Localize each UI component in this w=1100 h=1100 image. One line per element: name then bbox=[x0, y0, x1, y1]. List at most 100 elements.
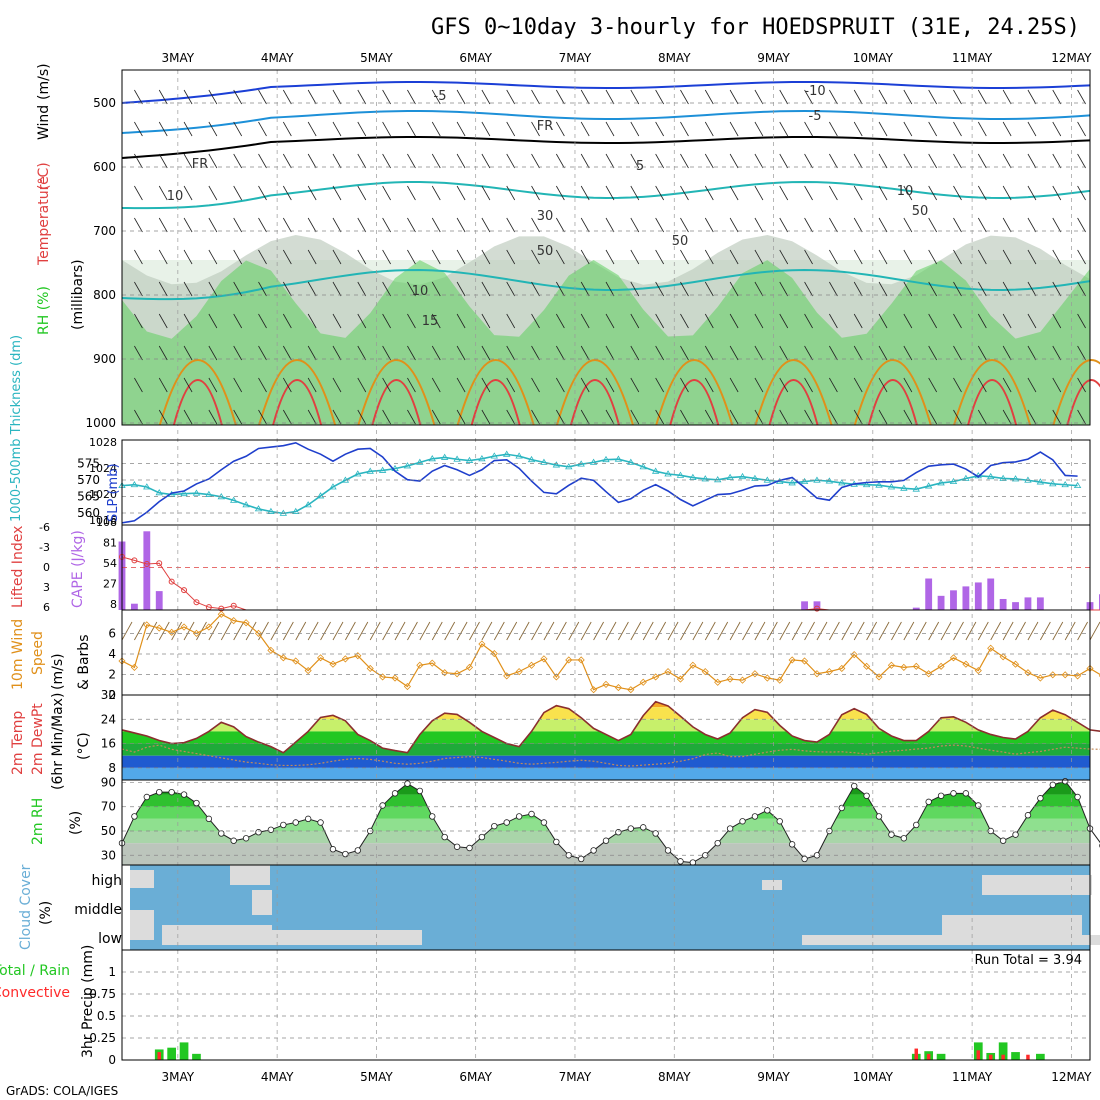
rh-point bbox=[577, 855, 585, 863]
li-ytick: -6 bbox=[39, 521, 50, 534]
temp-contour-15 bbox=[953, 359, 1032, 426]
wind-barb-10m bbox=[593, 621, 604, 641]
lifted-index-point bbox=[156, 560, 163, 567]
wind-barb-10m bbox=[134, 621, 145, 641]
wind-barb bbox=[729, 345, 739, 361]
thickness-point bbox=[602, 455, 610, 463]
wind-barb bbox=[1077, 345, 1086, 361]
wind-barb-10m bbox=[444, 621, 456, 641]
wind-barb bbox=[853, 377, 863, 393]
wind-speed-point bbox=[192, 629, 201, 637]
cape-bar bbox=[999, 598, 1007, 610]
wind-ylabel-2: Speed bbox=[30, 631, 46, 675]
wind-barb-10m bbox=[1052, 621, 1064, 641]
wind-barb bbox=[531, 185, 540, 201]
wind-barb bbox=[829, 217, 838, 233]
date-label-top: 11MAY bbox=[952, 51, 993, 65]
wind-barb-10m bbox=[977, 621, 989, 641]
lifted-index-point bbox=[181, 587, 188, 594]
rh-point bbox=[962, 790, 970, 797]
wind-barb bbox=[357, 281, 367, 297]
wind-barb bbox=[680, 249, 689, 265]
wind-barb-10m bbox=[183, 621, 195, 641]
cape-bar bbox=[1012, 602, 1019, 610]
contour-label: FR bbox=[537, 119, 554, 134]
wind-barb bbox=[1052, 345, 1062, 361]
rh-point bbox=[627, 825, 635, 832]
wind-barb bbox=[829, 185, 838, 201]
rh-point bbox=[937, 792, 945, 799]
wind-barb bbox=[134, 153, 143, 169]
rh-point bbox=[1024, 812, 1032, 819]
temp-band bbox=[122, 767, 1090, 780]
wind-speed-point bbox=[726, 675, 734, 683]
wind-barb bbox=[282, 377, 292, 393]
wind-speed-point bbox=[465, 663, 474, 671]
rh-point bbox=[726, 825, 734, 832]
wind-speed-point bbox=[949, 654, 958, 662]
wind-barb bbox=[134, 377, 143, 393]
cape-bar bbox=[950, 590, 957, 610]
wind-barb bbox=[183, 217, 193, 233]
wind-barb bbox=[506, 313, 516, 329]
rh-point bbox=[466, 844, 473, 852]
wind-barb bbox=[1052, 217, 1062, 233]
temp-band bbox=[122, 719, 1090, 732]
wind-barb bbox=[431, 377, 441, 393]
upper-ylabel-unit: (millibars) bbox=[70, 259, 86, 330]
lifted-index-point bbox=[230, 602, 237, 609]
grid-lines bbox=[122, 70, 1090, 1061]
wind-barb bbox=[804, 153, 813, 169]
wind-barb bbox=[754, 185, 764, 201]
wind-barb bbox=[456, 409, 466, 425]
wind-barb bbox=[481, 377, 491, 393]
wind-barb bbox=[158, 345, 168, 361]
slp-line bbox=[121, 441, 1078, 524]
wind-barb bbox=[928, 281, 938, 297]
wind-barb bbox=[804, 377, 813, 393]
thickness-point bbox=[639, 463, 647, 470]
wind-barb bbox=[804, 313, 813, 329]
wind-barb bbox=[804, 249, 813, 265]
wind-barb bbox=[829, 89, 838, 105]
rh-point bbox=[329, 846, 337, 853]
wind-barb bbox=[332, 217, 342, 233]
wind-speed-point bbox=[701, 668, 709, 676]
temp-contour-minus10 bbox=[121, 81, 1091, 104]
wind-barb bbox=[481, 345, 491, 361]
wind-ylabel-3: (m/s) bbox=[50, 653, 66, 690]
cloud-patch bbox=[230, 865, 270, 885]
wind-barb bbox=[729, 281, 739, 297]
wind-ylabel-1: 10m Wind bbox=[10, 619, 26, 690]
wind-barb bbox=[1077, 313, 1086, 329]
wind-speed-point bbox=[887, 661, 896, 669]
wind-barb-10m bbox=[208, 621, 220, 641]
wind-barb bbox=[977, 409, 987, 425]
wind-barb bbox=[233, 409, 243, 425]
wind-barb bbox=[928, 409, 938, 425]
wind-speed-point bbox=[292, 657, 300, 665]
wind-speed-point bbox=[1049, 671, 1057, 679]
cape-ytick: 108 bbox=[96, 516, 117, 529]
wind-barb bbox=[953, 377, 962, 393]
temp-contour-15 bbox=[556, 359, 634, 426]
date-label-top: 5MAY bbox=[360, 51, 393, 65]
wind-barb bbox=[953, 345, 962, 361]
date-label-top: 10MAY bbox=[853, 51, 894, 65]
wind-barb bbox=[481, 217, 491, 233]
precip-ylabel-3: 3hr Precip (mm) bbox=[80, 945, 96, 1058]
wind-barb bbox=[481, 409, 491, 425]
wind-barb bbox=[208, 217, 218, 233]
wind-barb bbox=[233, 153, 243, 169]
wind-speed-point bbox=[1024, 669, 1032, 677]
wind-barb-10m bbox=[357, 621, 369, 641]
wind-barb bbox=[977, 185, 987, 201]
temp-ytick: 32 bbox=[101, 688, 116, 702]
cape-bar bbox=[143, 531, 151, 610]
wind-barb bbox=[506, 217, 516, 233]
thickness-ytick: 575 bbox=[77, 457, 100, 471]
wind-barb bbox=[506, 281, 516, 297]
temp-contour-20 bbox=[172, 379, 223, 426]
wind-speed-point bbox=[329, 660, 337, 668]
wind-barb bbox=[1077, 121, 1086, 137]
